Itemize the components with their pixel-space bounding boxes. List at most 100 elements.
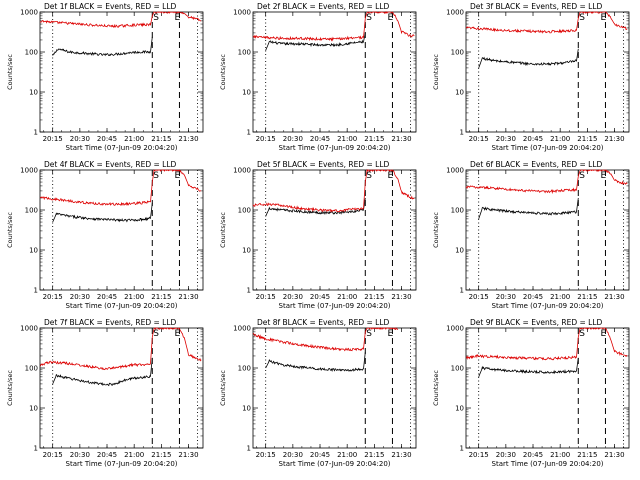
lld-series-line <box>465 327 628 361</box>
x-tick-label: 21:00 <box>550 135 570 143</box>
x-tick-label: 20:30 <box>283 293 303 301</box>
x-tick-label: 21:30 <box>178 135 198 143</box>
y-axis-label: Counts/sec <box>6 54 14 90</box>
start-marker: S <box>366 171 372 181</box>
y-tick-label: 100 <box>25 49 38 57</box>
x-tick-label: 20:45 <box>523 293 543 301</box>
panel-title: Det 8f BLACK = Events, RED = LLD <box>257 318 390 327</box>
x-tick-label: 20:45 <box>310 451 330 459</box>
y-tick-label: 1 <box>460 287 464 295</box>
x-axis-label: Start Time (07-Jun-09 20:04:20) <box>279 460 391 468</box>
panel-title: Det 5f BLACK = Events, RED = LLD <box>257 160 390 169</box>
x-tick-label: 21:15 <box>364 293 384 301</box>
plot-frame <box>39 11 204 133</box>
y-axis-label: Counts/sec <box>219 370 227 406</box>
y-tick-label: 1000 <box>446 167 464 175</box>
panel-title: Det 1f BLACK = Events, RED = LLD <box>44 2 177 11</box>
end-marker: E <box>600 13 606 23</box>
events-series-line <box>265 197 366 217</box>
y-tick-label: 100 <box>238 365 251 373</box>
x-tick-label: 20:15 <box>469 293 489 301</box>
y-tick-label: 1 <box>460 445 464 453</box>
y-tick-label: 1 <box>247 129 251 137</box>
x-tick-label: 21:30 <box>178 451 198 459</box>
start-marker: S <box>366 13 372 23</box>
y-tick-label: 1000 <box>20 325 38 333</box>
x-tick-label: 20:45 <box>310 293 330 301</box>
lld-series-line <box>39 327 202 371</box>
x-tick-label: 21:15 <box>151 135 171 143</box>
x-tick-label: 21:00 <box>550 451 570 459</box>
y-tick-label: 100 <box>451 49 464 57</box>
y-tick-label: 1000 <box>20 167 38 175</box>
x-tick-label: 20:30 <box>496 293 516 301</box>
x-tick-label: 20:45 <box>97 135 117 143</box>
lld-series-line <box>465 11 628 34</box>
x-tick-label: 21:15 <box>151 451 171 459</box>
y-axis-label: Counts/sec <box>6 370 14 406</box>
end-marker: E <box>387 329 393 339</box>
events-series-line <box>52 36 153 57</box>
x-tick-label: 21:30 <box>391 293 411 301</box>
start-marker: S <box>366 329 372 339</box>
x-tick-label: 21:30 <box>391 135 411 143</box>
x-tick-label: 20:15 <box>256 451 276 459</box>
panel-det-4: Det 4f BLACK = Events, RED = LLD 1 10 100 10… <box>6 160 204 310</box>
y-tick-label: 10 <box>29 89 38 97</box>
x-tick-label: 21:15 <box>577 293 597 301</box>
x-tick-label: 20:15 <box>469 451 489 459</box>
x-tick-label: 20:30 <box>70 293 90 301</box>
y-axis-label: Counts/sec <box>432 370 440 406</box>
y-tick-label: 10 <box>455 89 464 97</box>
events-series-line <box>478 48 579 69</box>
x-tick-label: 20:30 <box>496 451 516 459</box>
y-tick-label: 10 <box>29 247 38 255</box>
x-tick-label: 20:45 <box>310 135 330 143</box>
lld-series-line <box>465 169 628 195</box>
x-axis-label: Start Time (07-Jun-09 20:04:20) <box>66 460 178 468</box>
x-tick-label: 20:45 <box>523 135 543 143</box>
start-marker: S <box>153 13 159 23</box>
events-series-line <box>265 32 366 51</box>
end-marker: E <box>174 171 180 181</box>
y-axis-label: Counts/sec <box>6 212 14 248</box>
y-axis-label: Counts/sec <box>432 54 440 90</box>
start-marker: S <box>153 171 159 181</box>
panel-det-2: Det 2f BLACK = Events, RED = LLD 1 10 100 10… <box>219 2 417 152</box>
panel-det-3: Det 3f BLACK = Events, RED = LLD 1 10 100 10… <box>432 2 630 152</box>
x-tick-label: 21:15 <box>577 135 597 143</box>
x-tick-label: 21:00 <box>550 293 570 301</box>
panel-title: Det 3f BLACK = Events, RED = LLD <box>470 2 603 11</box>
x-tick-label: 20:45 <box>523 451 543 459</box>
y-tick-label: 10 <box>455 247 464 255</box>
x-tick-label: 21:30 <box>604 135 624 143</box>
x-tick-label: 20:30 <box>496 135 516 143</box>
events-series-line <box>265 352 366 372</box>
x-axis-label: Start Time (07-Jun-09 20:04:20) <box>279 302 391 310</box>
events-series-line <box>478 357 579 378</box>
lld-series-line <box>252 11 415 42</box>
x-tick-label: 21:30 <box>604 293 624 301</box>
x-tick-label: 20:30 <box>70 451 90 459</box>
x-tick-label: 21:00 <box>124 451 144 459</box>
start-marker: S <box>153 329 159 339</box>
x-axis-label: Start Time (07-Jun-09 20:04:20) <box>66 144 178 152</box>
y-tick-label: 100 <box>238 207 251 215</box>
x-tick-label: 20:15 <box>43 451 63 459</box>
plot-frame <box>39 169 204 291</box>
x-tick-label: 20:45 <box>97 293 117 301</box>
plot-frame <box>39 327 204 449</box>
x-tick-label: 21:00 <box>337 451 357 459</box>
plot-frame <box>252 11 417 133</box>
x-tick-label: 21:00 <box>124 135 144 143</box>
x-tick-label: 20:15 <box>469 135 489 143</box>
y-tick-label: 1000 <box>446 325 464 333</box>
x-tick-label: 21:15 <box>151 293 171 301</box>
end-marker: E <box>387 171 393 181</box>
start-marker: S <box>579 329 585 339</box>
panel-title: Det 6f BLACK = Events, RED = LLD <box>470 160 603 169</box>
x-tick-label: 20:30 <box>283 135 303 143</box>
plot-frame <box>465 327 630 449</box>
x-axis-label: Start Time (07-Jun-09 20:04:20) <box>279 144 391 152</box>
